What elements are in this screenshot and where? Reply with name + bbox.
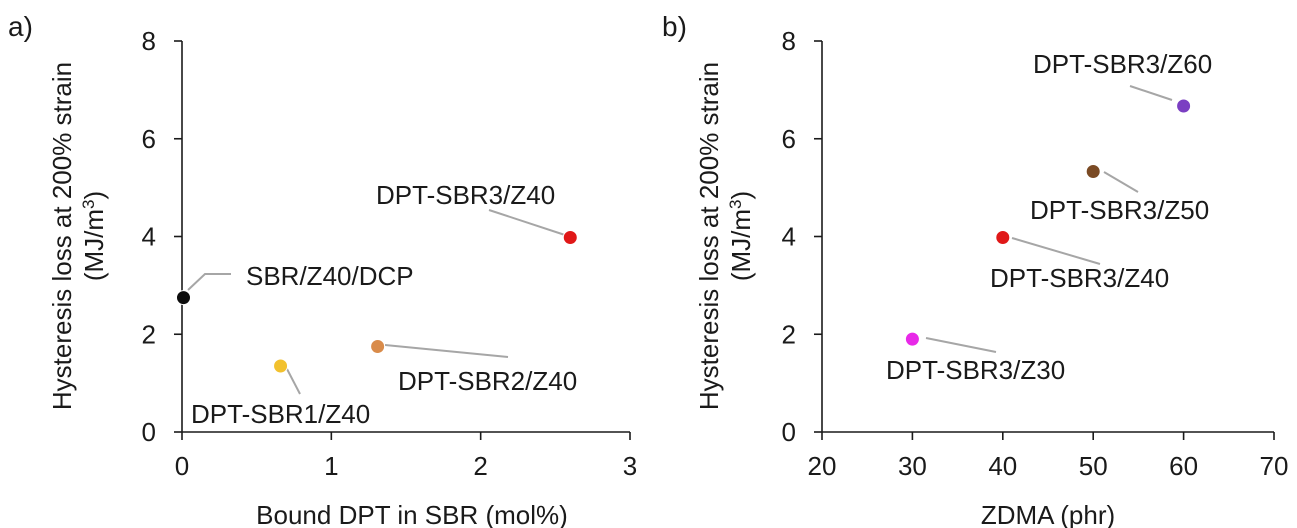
chart-a-leader-line-dpt-sbr3-z40 [488,209,569,237]
chart-a-leader-line-dpt-sbr2-z40 [384,344,509,358]
chart-b-leader-line-z50 [1103,171,1139,193]
chart-b-y-tick-label-4: 8 [782,26,796,56]
chart-b-leader-line-z60 [1129,85,1173,101]
chart-a-label-dpt-sbr3-z40: DPT-SBR3/Z40 [376,180,555,210]
chart-a-point-3 [562,229,578,245]
chart-a-point-1 [273,358,289,374]
chart-b-y-axis-title-line2: (MJ/m3) [726,191,756,281]
chart-b-y-tick-label-0: 0 [782,417,796,447]
chart-b-point-1 [995,229,1011,245]
chart-a-x-tick-label-3: 3 [623,451,637,481]
chart-a-y-tick-label-3: 6 [142,124,156,154]
chart-a-y-tick-label-0: 0 [142,417,156,447]
chart-b-x-tick-label-2: 40 [988,451,1017,481]
chart-a-x-tick-label-2: 2 [473,451,487,481]
chart-b-x-tick-label-1: 30 [898,451,927,481]
chart-b-label-dpt-sbr3-z60: DPT-SBR3/Z60 [1033,49,1212,79]
chart-b-y-ticks: 0 2 4 6 8 [782,26,822,447]
chart-a-point-2 [370,338,386,354]
chart-a-point-0 [175,290,191,306]
chart-b-x-tick-label-3: 50 [1079,451,1108,481]
chart-a-x-tick-label-1: 1 [324,451,338,481]
chart-a-label-dpt-sbr2-z40: DPT-SBR2/Z40 [398,366,577,396]
chart-b-label-dpt-sbr3-z50: DPT-SBR3/Z50 [1030,195,1209,225]
chart-a-label-sbr-z40-dcp: SBR/Z40/DCP [246,261,414,291]
chart-b-x-ticks: 20 30 40 50 60 70 [808,432,1289,481]
chart-b-y-tick-label-3: 6 [782,124,796,154]
panel-label-b: b) [662,11,687,42]
chart-b-x-tick-label-5: 70 [1260,451,1289,481]
chart-a-y-axis-title-line1: Hysteresis loss at 200% strain [47,62,77,410]
chart-a-y-ticks: 0 2 4 6 8 [142,26,182,447]
chart-b: b) 20 30 40 50 60 70 0 2 4 6 8 ZDMA (phr) Hystere… [662,11,1288,528]
chart-b-point-0 [904,331,920,347]
chart-a-leader-line-sbr-z40-dcp [187,273,231,291]
chart-a-points [175,229,578,374]
chart-b-x-tick-label-4: 60 [1169,451,1198,481]
chart-a-y-tick-label-2: 4 [142,222,156,252]
chart-b-y-axis-title-line1: Hysteresis loss at 200% strain [694,62,724,410]
chart-a-x-tick-label-0: 0 [175,451,189,481]
chart-b-point-3 [1176,98,1192,114]
chart-b-leader-line-z30 [925,337,997,353]
chart-a-y-axis-title-line2: (MJ/m3) [79,191,109,281]
chart-b-x-tick-label-0: 20 [808,451,837,481]
chart-a-y-tick-label-4: 8 [142,26,156,56]
chart-b-y-tick-label-2: 4 [782,222,796,252]
chart-b-points [904,98,1192,347]
chart-a-x-axis-title: Bound DPT in SBR (mol%) [256,500,568,528]
chart-b-x-axis-title: ZDMA (phr) [981,500,1115,528]
chart-a-leader-line-dpt-sbr1-z40 [286,368,301,395]
chart-a: a) 0 1 2 3 0 2 4 6 8 Bound DPT in SBR (mol%) Hy… [8,11,637,528]
chart-b-leader-line-z40 [1011,237,1101,265]
chart-b-point-2 [1085,163,1101,179]
chart-b-label-dpt-sbr3-z30: DPT-SBR3/Z30 [886,355,1065,385]
chart-b-label-dpt-sbr3-z40: DPT-SBR3/Z40 [990,263,1169,293]
chart-a-label-dpt-sbr1-z40: DPT-SBR1/Z40 [191,399,370,429]
chart-b-y-tick-label-1: 2 [782,319,796,349]
chart-a-x-ticks: 0 1 2 3 [175,432,637,481]
panel-label-a: a) [8,11,33,42]
chart-a-y-tick-label-1: 2 [142,319,156,349]
